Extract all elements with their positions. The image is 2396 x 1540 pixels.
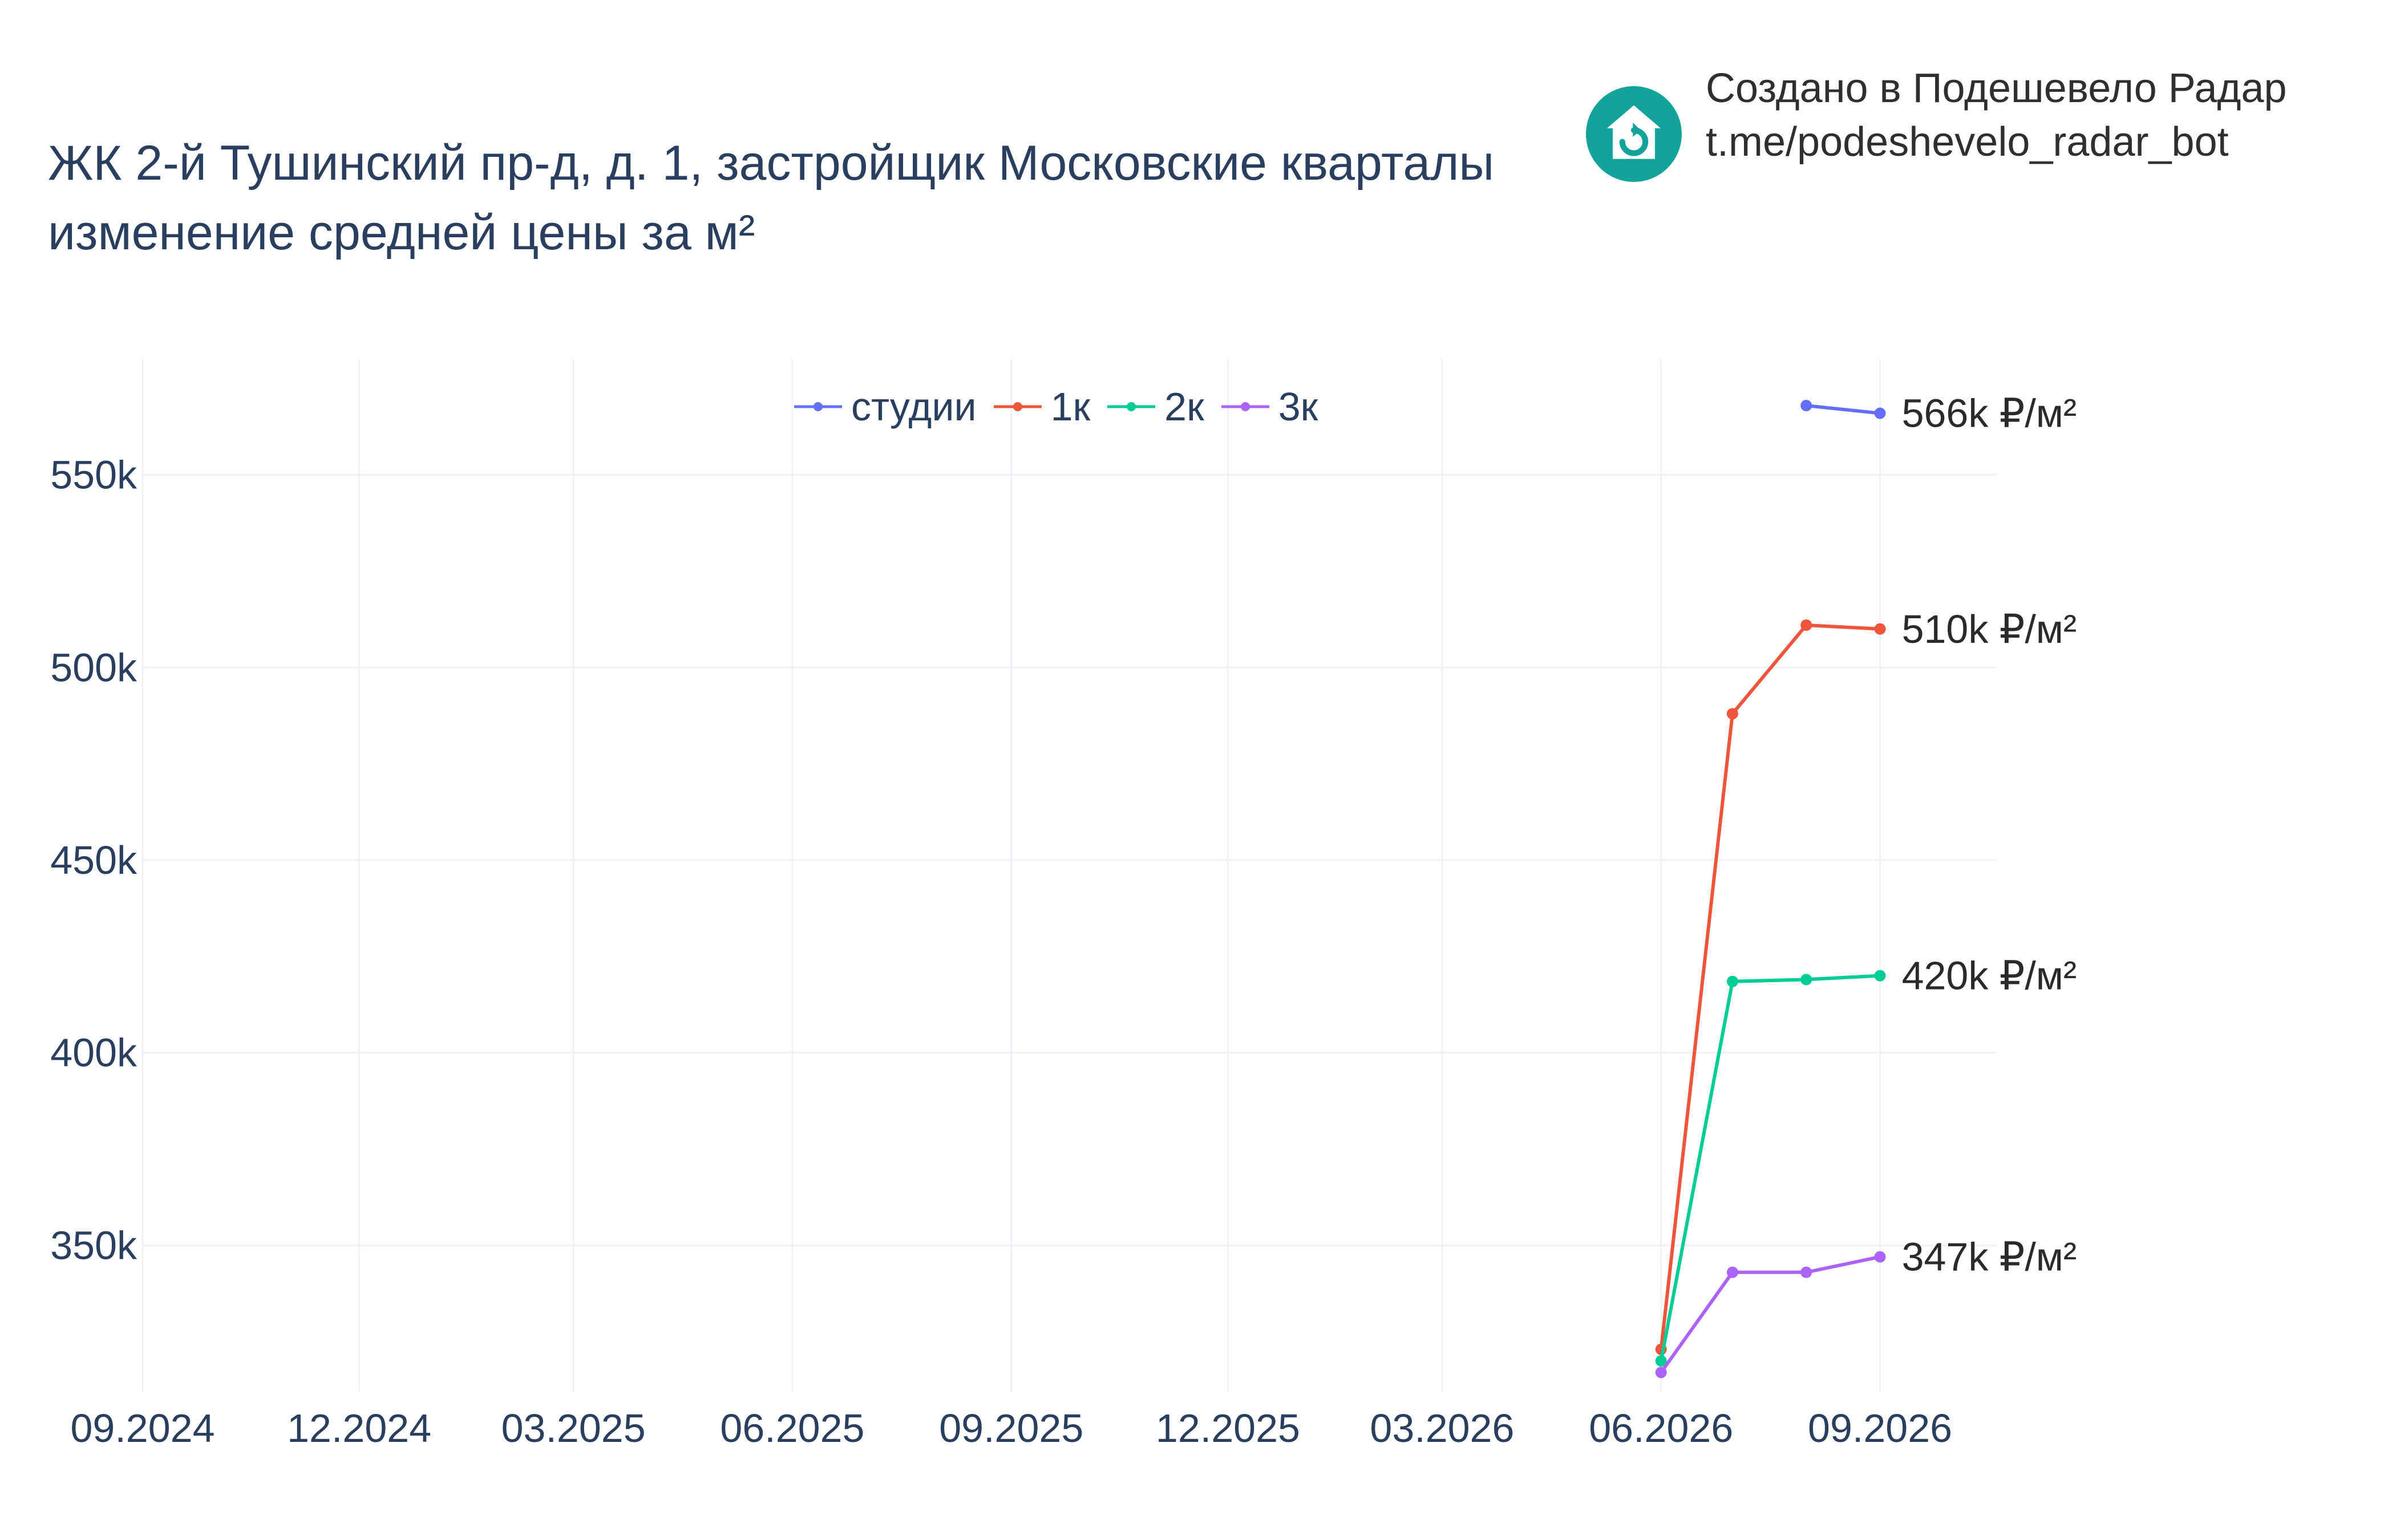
data-point [1655,1367,1667,1379]
y-tick-label: 500k [50,645,137,690]
legend-swatch-dot [1013,402,1022,411]
y-tick-label: 350k [50,1223,137,1267]
legend-item[interactable]: 2к [1106,384,1204,429]
end-value-label: 510k ₽/м² [1902,607,2077,651]
data-point [1874,1251,1886,1263]
series-line-3 [1659,1255,1882,1375]
legend-swatch-dot [1127,402,1136,411]
data-point [1874,970,1886,982]
data-point [1655,1355,1667,1367]
x-tick-label: 03.2026 [1370,1406,1514,1450]
house-refresh-icon [1586,86,1682,182]
legend-item[interactable]: студии [793,384,977,429]
legend-label: студии [851,384,977,429]
chart-title-line-2: изменение средней цены за м² [48,205,755,260]
series-line-0 [1804,404,1882,415]
end-value-label: 566k ₽/м² [1902,391,2077,436]
legend-swatch [1221,402,1269,411]
credit-line-1: Создано в Подешевело Радар [1706,66,2287,111]
legend-label: 1к [1050,384,1091,429]
legend-swatch-dot [1240,402,1250,411]
chart-title: ЖК 2-й Тушинский пр-д, д. 1, застройщик … [48,128,1494,268]
x-tick-label: 03.2025 [501,1406,646,1450]
x-tick-label: 06.2026 [1589,1406,1733,1450]
data-point [1800,400,1812,412]
credit-line-2[interactable]: t.me/podeshevelo_radar_bot [1706,119,2229,165]
data-point [1874,407,1886,419]
y-tick-label: 450k [50,838,137,882]
legend-swatch [1107,402,1156,411]
data-point [1874,623,1886,635]
data-point [1726,975,1738,987]
chart-legend: студии 1к 2к 3к [793,381,1334,432]
logo-arrowhead [1633,122,1641,137]
legend-swatch-dot [813,402,823,411]
series-line-1 [1659,623,1882,1351]
data-point [1800,619,1812,631]
x-tick-label: 12.2025 [1156,1406,1300,1450]
legend-item[interactable]: 1к [993,384,1091,429]
y-tick-label: 550k [50,453,137,497]
x-tick-label: 06.2025 [720,1406,864,1450]
data-point [1726,708,1738,720]
x-tick-label: 09.2024 [70,1406,214,1450]
credit-block: Создано в Подешевело Радар t.me/podeshev… [1706,62,2287,169]
legend-swatch [993,402,1042,411]
x-tick-label: 12.2024 [287,1406,431,1450]
end-value-label: 420k ₽/м² [1902,954,2077,998]
data-point [1726,1266,1738,1278]
end-value-label: 347k ₽/м² [1902,1235,2077,1279]
series-line-2 [1659,974,1882,1363]
legend-label: 2к [1164,384,1204,429]
chart-title-line-1: ЖК 2-й Тушинский пр-д, д. 1, застройщик … [48,136,1495,191]
legend-item[interactable]: 3к [1220,384,1318,429]
legend-swatch [794,402,842,411]
logo-arrow [1619,127,1649,156]
legend-label: 3к [1278,384,1318,429]
x-tick-label: 09.2025 [939,1406,1083,1450]
x-tick-label: 09.2026 [1808,1406,1952,1450]
data-point [1800,1266,1812,1278]
data-point [1800,974,1812,986]
y-tick-label: 400k [50,1031,137,1075]
